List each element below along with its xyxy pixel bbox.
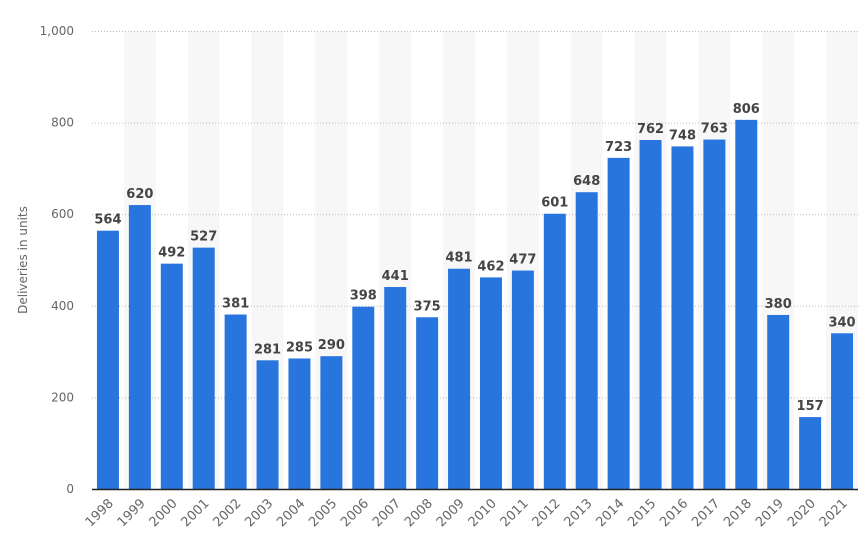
x-tick-label: 2021	[817, 496, 851, 530]
x-tick-label: 2009	[434, 496, 468, 530]
x-tick-label: 2017	[689, 496, 723, 530]
data-label: 762	[637, 122, 664, 137]
data-label: 806	[733, 102, 760, 117]
bar-2004	[288, 358, 311, 489]
data-label: 723	[605, 140, 632, 155]
y-tick-label: 200	[51, 390, 74, 404]
y-tick-label: 600	[51, 207, 74, 221]
data-label: 398	[350, 289, 377, 304]
data-label: 477	[509, 253, 536, 268]
data-label: 375	[414, 299, 441, 314]
x-tick-label: 2018	[721, 496, 755, 530]
data-label: 648	[573, 174, 600, 189]
x-tick-label: 2003	[242, 496, 276, 530]
bar-2010	[479, 277, 502, 489]
bar-2020	[799, 417, 822, 489]
bar-2011	[511, 270, 534, 489]
x-tick-label: 2016	[657, 496, 691, 530]
bar-2002	[224, 314, 247, 489]
bar-2019	[767, 314, 790, 489]
data-label: 492	[158, 246, 185, 261]
bar-2012	[543, 213, 566, 489]
y-tick-label: 800	[51, 116, 74, 130]
data-label: 564	[94, 213, 121, 228]
bar-2008	[416, 317, 439, 489]
data-label: 441	[382, 269, 409, 284]
data-label: 380	[765, 297, 792, 312]
bar-2018	[735, 119, 758, 490]
y-tick-label: 1,000	[40, 24, 74, 38]
bar-2017	[703, 139, 726, 489]
x-tick-label: 2020	[785, 496, 819, 530]
x-tick-label: 1998	[83, 496, 117, 530]
x-tick-label: 2012	[530, 496, 564, 530]
bar-2013	[575, 192, 598, 489]
data-label: 290	[318, 338, 345, 353]
bar-2001	[192, 247, 215, 489]
bar-1998	[96, 230, 119, 490]
x-tick-label: 2013	[562, 496, 596, 530]
x-tick-label: 2002	[210, 496, 244, 530]
y-tick-label: 400	[51, 299, 74, 313]
data-label: 281	[254, 342, 281, 357]
data-label: 748	[669, 128, 696, 143]
data-label: 481	[445, 251, 472, 266]
bar-2006	[352, 306, 375, 489]
data-label: 763	[701, 122, 728, 137]
bar-2009	[448, 268, 471, 489]
bar-2000	[160, 263, 183, 489]
x-tick-label: 2014	[593, 496, 627, 530]
data-label: 381	[222, 297, 249, 312]
bar-2003	[256, 360, 279, 489]
data-label: 285	[286, 340, 313, 355]
bar-2005	[320, 356, 343, 489]
x-tick-label: 1999	[115, 496, 149, 530]
x-tick-label: 2010	[466, 496, 500, 530]
x-tick-label: 2007	[370, 496, 404, 530]
bar-2021	[831, 333, 854, 489]
x-tick-label: 2011	[498, 496, 532, 530]
bar-2014	[607, 157, 630, 489]
bar-2015	[639, 140, 662, 489]
x-tick-label: 2006	[338, 496, 372, 530]
y-axis-label: Deliveries in units	[16, 206, 30, 314]
x-tick-label: 2001	[179, 496, 213, 530]
x-tick-label: 2008	[402, 496, 436, 530]
data-label: 157	[797, 399, 824, 414]
data-label: 527	[190, 230, 217, 245]
bar-2016	[671, 146, 694, 489]
bar-1999	[128, 205, 151, 490]
x-tick-label: 2005	[306, 496, 340, 530]
data-label: 340	[828, 315, 855, 330]
x-tick-label: 2015	[625, 496, 659, 530]
y-tick-label: 0	[66, 482, 74, 496]
bar-2007	[384, 287, 407, 489]
data-label: 601	[541, 196, 568, 211]
data-label: 462	[477, 259, 504, 274]
x-tick-label: 2000	[147, 496, 181, 530]
data-label: 620	[126, 187, 153, 202]
x-tick-label: 2004	[274, 496, 308, 530]
x-tick-label: 2019	[753, 496, 787, 530]
